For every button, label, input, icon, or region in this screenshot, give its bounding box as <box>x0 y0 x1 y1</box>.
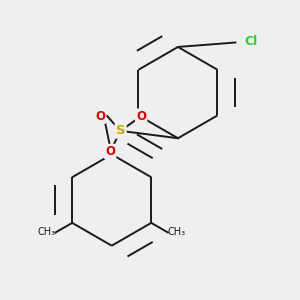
Text: S: S <box>116 124 125 137</box>
Text: O: O <box>105 145 115 158</box>
Text: Cl: Cl <box>244 34 257 48</box>
Text: CH₃: CH₃ <box>168 227 186 237</box>
Text: O: O <box>136 110 146 123</box>
Text: CH₃: CH₃ <box>38 227 56 237</box>
Text: O: O <box>95 110 105 123</box>
